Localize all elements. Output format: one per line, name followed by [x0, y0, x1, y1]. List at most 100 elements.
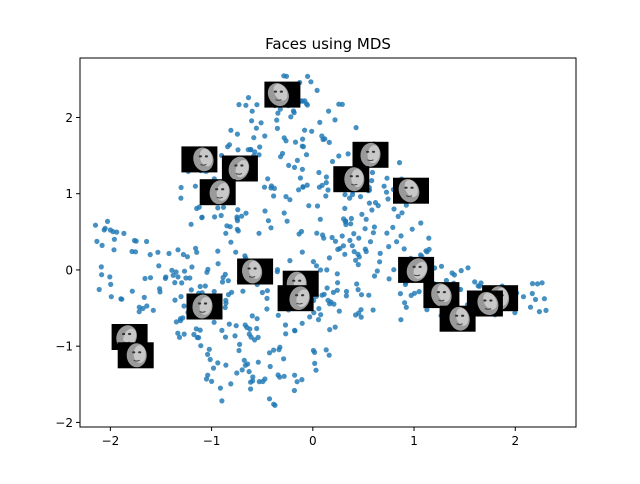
scatter-point — [313, 263, 320, 269]
scatter-point — [219, 398, 225, 404]
scatter-point — [274, 269, 280, 275]
face-thumbnail — [352, 141, 389, 168]
scatter-point — [438, 263, 445, 269]
scatter-point — [351, 249, 357, 255]
scatter-point — [369, 178, 375, 184]
scatter-point — [157, 289, 163, 295]
face-thumbnail — [398, 256, 435, 283]
scatter-point — [305, 73, 311, 79]
scatter-point — [311, 310, 317, 316]
scatter-point — [223, 230, 229, 236]
scatter-point — [275, 312, 281, 318]
scatter-point — [239, 213, 245, 219]
y-tick-label: 2 — [65, 111, 73, 125]
scatter-point — [211, 319, 217, 325]
scatter-point — [242, 322, 248, 328]
scatter-point — [356, 254, 362, 260]
scatter-point — [396, 160, 403, 166]
scatter-point — [359, 211, 365, 217]
scatter-point — [342, 251, 348, 257]
scatter-point — [281, 135, 287, 141]
scatter-point — [287, 258, 293, 264]
scatter-point — [296, 231, 302, 237]
scatter-point — [173, 269, 179, 275]
scatter-point — [172, 297, 178, 303]
face-thumbnail — [117, 342, 154, 369]
scatter-point — [334, 271, 340, 277]
scatter-point — [292, 328, 298, 334]
scatter-point — [386, 244, 392, 250]
scatter-point — [527, 304, 534, 310]
scatter-point — [302, 98, 308, 104]
scatter-point — [179, 280, 185, 286]
scatter-point — [180, 315, 186, 321]
scatter-point — [274, 117, 280, 123]
scatter-point — [178, 195, 184, 201]
points-layer — [92, 73, 549, 408]
face-thumbnail — [199, 179, 236, 206]
scatter-point — [254, 325, 260, 332]
scatter-point — [363, 248, 369, 255]
scatter-point — [156, 263, 162, 269]
scatter-point — [262, 376, 268, 382]
scatter-point — [228, 127, 234, 133]
scatter-point — [306, 203, 312, 209]
scatter-point — [534, 281, 541, 287]
scatter-point — [215, 360, 221, 366]
scatter-point — [287, 197, 293, 203]
scatter-point — [205, 266, 211, 272]
scatter-point — [111, 247, 117, 253]
scatter-point — [210, 365, 217, 371]
scatter-point — [184, 254, 190, 260]
scatter-point — [320, 136, 326, 143]
scatter-point — [227, 224, 233, 230]
scatter-point — [226, 321, 232, 327]
scatter-point — [253, 125, 259, 131]
scatter-point — [175, 247, 181, 253]
scatter-point — [284, 218, 290, 224]
scatter-point — [395, 213, 401, 219]
scatter-point — [325, 187, 331, 193]
scatter-point — [291, 387, 297, 394]
scatter-point — [197, 283, 203, 290]
y-tick-label: 1 — [65, 187, 73, 201]
scatter-point — [181, 268, 188, 274]
scatter-point — [358, 314, 364, 320]
scatter-point — [256, 230, 262, 236]
scatter-point — [237, 341, 243, 347]
scatter-point — [339, 233, 345, 239]
scatter-point — [99, 242, 105, 248]
scatter-point — [317, 216, 323, 222]
scatter-point — [205, 372, 211, 378]
scatter-point — [222, 271, 228, 277]
scatter-point — [265, 176, 271, 182]
scatter-point — [257, 144, 263, 150]
scatter-point — [316, 169, 322, 176]
scatter-point — [266, 350, 273, 356]
scatter-point — [234, 131, 240, 137]
scatter-point — [370, 230, 376, 236]
scatter-point — [543, 307, 549, 313]
face-thumbnail — [186, 293, 223, 320]
scatter-point — [276, 347, 282, 353]
scatter-point — [271, 193, 277, 199]
scatter-point — [353, 257, 359, 263]
scatter-point — [296, 187, 302, 193]
scatter-point — [207, 356, 213, 363]
scatter-point — [349, 243, 355, 249]
scatter-point — [304, 182, 310, 188]
scatter-point — [536, 309, 543, 315]
scatter-point — [251, 135, 257, 141]
scatter-point — [299, 143, 305, 149]
scatter-point — [94, 238, 100, 244]
scatter-point — [246, 369, 252, 375]
scatter-point — [342, 192, 348, 198]
scatter-point — [367, 239, 374, 245]
scatter-point — [188, 221, 194, 227]
scatter-point — [326, 108, 332, 114]
scatter-point — [228, 381, 234, 387]
scatter-point — [271, 347, 277, 353]
scatter-point — [169, 267, 175, 273]
scatter-point — [215, 205, 221, 211]
